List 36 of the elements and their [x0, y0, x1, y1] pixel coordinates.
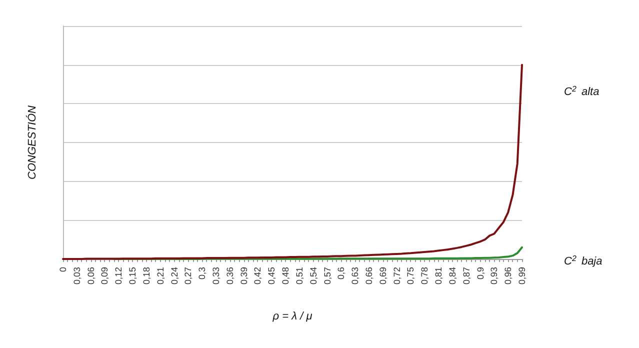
x-tick-label: 0,75: [406, 267, 416, 285]
x-tick-label: 0,81: [434, 267, 444, 285]
x-axis-title: ρ = λ / μ: [272, 310, 312, 322]
x-tick-label: 0: [58, 267, 68, 272]
x-tick-label: 0,39: [238, 267, 249, 285]
x-tick-label: 0,33: [211, 267, 221, 285]
x-tick-label: 0,51: [294, 267, 304, 285]
x-tick-label: 0,66: [364, 267, 374, 285]
x-tick-label: 0,6: [336, 267, 346, 280]
x-tick-label: 0,93: [489, 267, 500, 285]
x-tick-label: 0,63: [350, 267, 360, 285]
x-tick-label: 0,24: [169, 267, 180, 285]
x-tick-label: 0,69: [378, 267, 388, 285]
x-tick-label: 0,96: [503, 267, 514, 285]
x-tick-label: 0,84: [447, 267, 458, 285]
x-tick-label: 0,87: [461, 267, 472, 285]
x-tick-label: 0,15: [128, 267, 138, 285]
x-tick-label: 0,57: [322, 267, 332, 285]
x-tick-label: 0,12: [114, 267, 124, 285]
y-axis-title: CONGESTIÓN: [26, 105, 38, 180]
x-tick-label: 0,3: [197, 267, 208, 280]
x-tick-label: 0,42: [252, 267, 263, 285]
x-tick-label: 0,99: [517, 267, 527, 285]
x-tick-label: 0,03: [72, 267, 82, 285]
x-tick-label: 0,18: [141, 267, 152, 285]
x-tick-label: 0,72: [392, 267, 402, 285]
x-tick-label: 0,45: [266, 267, 277, 285]
x-tick-label: 0,21: [155, 267, 166, 285]
x-tick-label: 0,27: [183, 267, 194, 285]
x-tick-label: 0,36: [224, 267, 235, 285]
x-tick-label: 0,54: [308, 267, 318, 285]
x-tick-label: 0,78: [420, 267, 430, 285]
x-tick-label: 0,48: [280, 267, 291, 285]
x-tick-label: 0,9: [475, 267, 486, 280]
x-tick-label: 0,09: [100, 267, 110, 285]
x-tick-label: 0,06: [86, 267, 96, 285]
